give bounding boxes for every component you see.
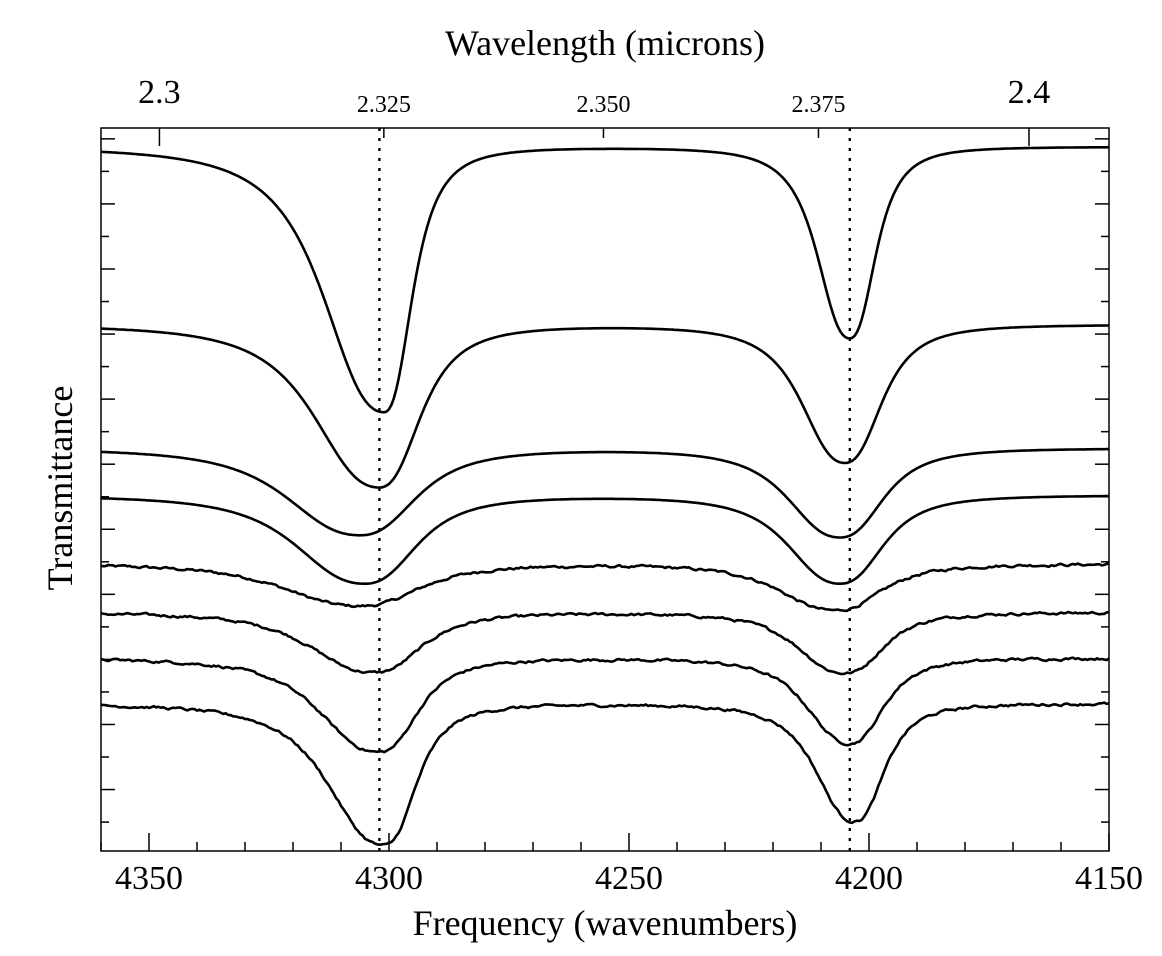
spectra-series (100, 145, 1110, 846)
y-axis-title: Transmittance (40, 386, 80, 591)
spectrum-line (100, 494, 1109, 585)
spectrum-line (101, 701, 1110, 846)
top-axis-title: Wavelength (microns) (445, 23, 765, 63)
top-tick-label: 2.350 (576, 92, 630, 118)
x-tick-label: 4350 (115, 860, 183, 897)
top-tick-label: 2.375 (791, 92, 845, 118)
top-tick-label: 2.4 (1008, 74, 1051, 111)
plot-frame (100, 127, 1110, 852)
axis-ticks (100, 128, 1110, 851)
top-tick-label: 2.3 (138, 74, 181, 111)
reference-lines (378, 128, 851, 851)
tick-labels: 4350 4300 4250 4200 4150 2.3 2.325 2.350 2.375 2.… (115, 74, 1143, 897)
x-tick-label: 4250 (595, 860, 663, 897)
spectrum-line (100, 656, 1110, 754)
top-tick-label: 2.325 (357, 92, 411, 118)
spectrum-line (100, 610, 1110, 676)
x-axis-title: Frequency (wavenumbers) (413, 903, 798, 943)
x-tick-label: 4300 (355, 860, 423, 897)
x-tick-label: 4200 (835, 860, 903, 897)
spectrum-line (100, 145, 1110, 414)
spectrum-line (100, 324, 1109, 489)
spectrum-line (100, 447, 1109, 539)
x-tick-label: 4150 (1075, 860, 1143, 897)
spectrum-line (100, 562, 1110, 613)
